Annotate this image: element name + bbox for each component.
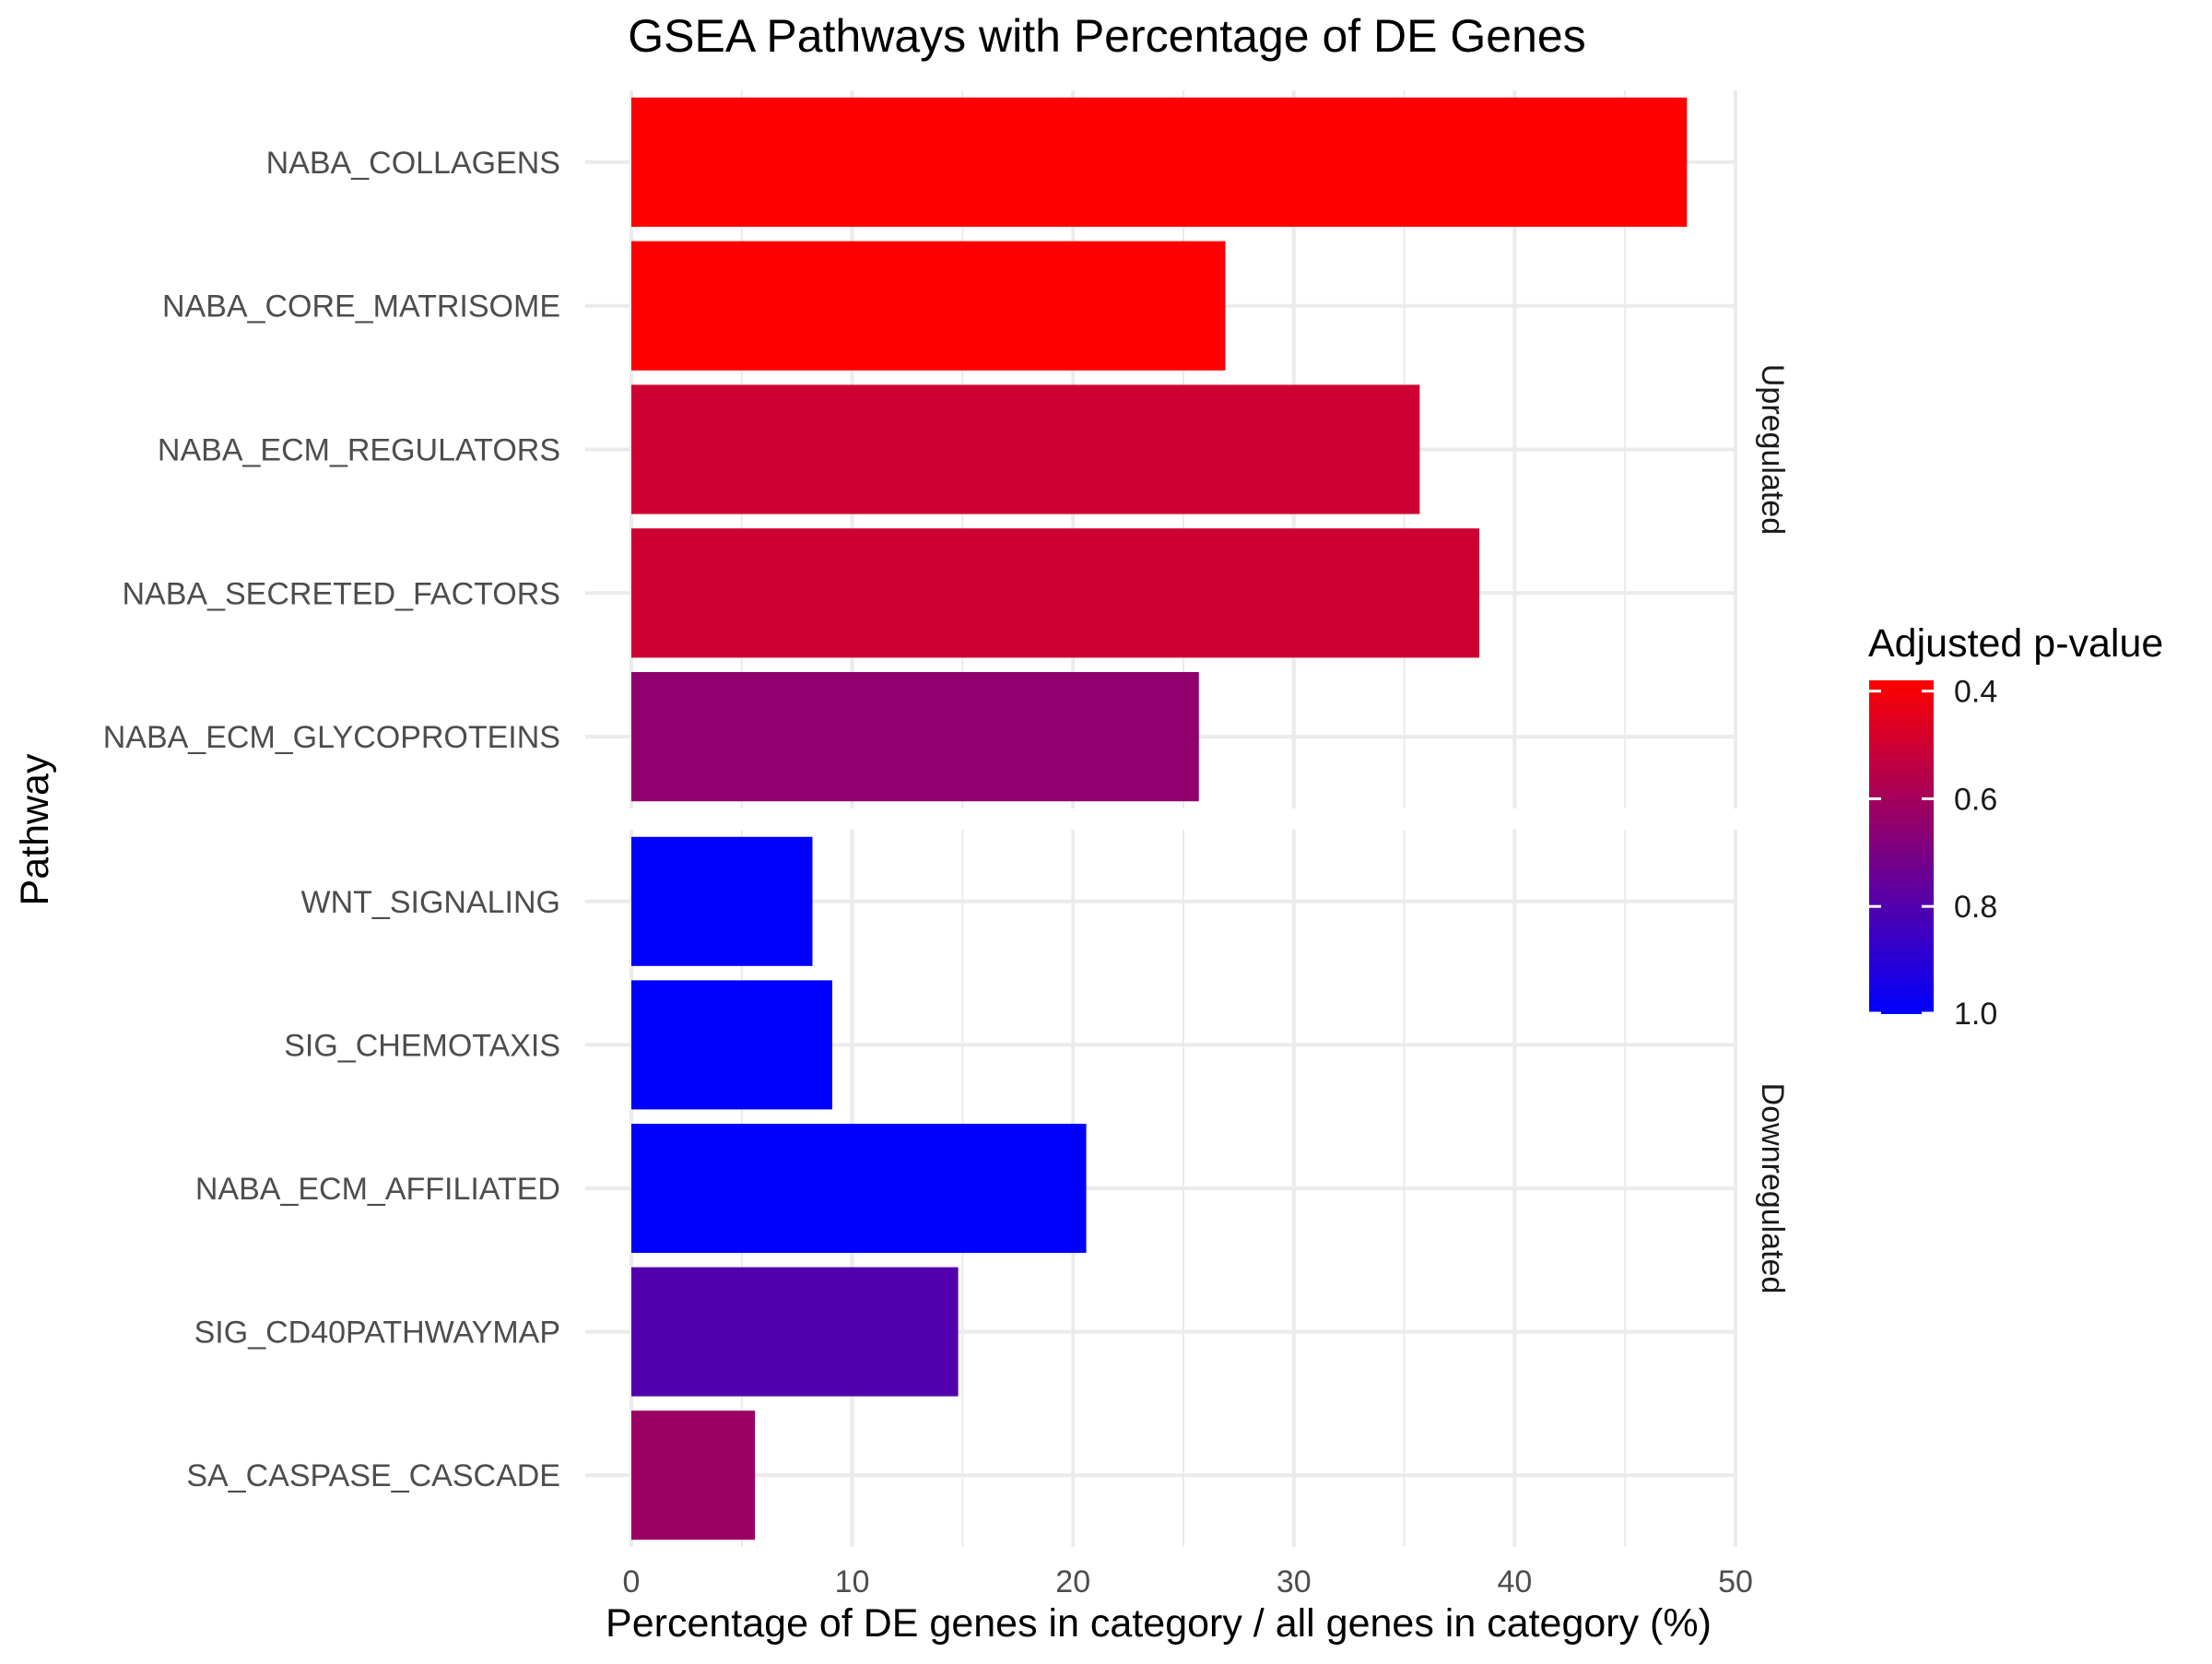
x-axis-title: Percentage of DE genes in category / all… <box>606 1601 1712 1646</box>
bar <box>631 1123 1087 1254</box>
y-tick-label: NABA_ECM_GLYCOPROTEINS <box>103 720 560 755</box>
y-tick-label: NABA_COLLAGENS <box>266 146 560 181</box>
x-tick-label: 0 <box>623 1564 641 1599</box>
facet-strips: Upregulated Downregulated <box>1755 364 1790 1293</box>
x-tick-label: 50 <box>1718 1564 1753 1599</box>
chart-title: GSEA Pathways with Percentage of DE Gene… <box>628 10 1585 62</box>
y-axis-labels: NABA_COLLAGENS NABA_CORE_MATRISOME NABA_EC… <box>103 146 560 1493</box>
y-tick-label: NABA_CORE_MATRISOME <box>162 289 560 325</box>
bar <box>631 836 813 966</box>
legend-tick-label: 0.4 <box>1954 675 1997 710</box>
y-tick-label: NABA_ECM_AFFILIATED <box>195 1172 560 1207</box>
bar <box>631 1267 959 1397</box>
legend-title: Adjusted p-value <box>1868 621 2163 666</box>
x-tick-label: 10 <box>835 1564 870 1599</box>
bar <box>631 528 1480 658</box>
y-tick-label: WNT_SIGNALING <box>301 885 560 920</box>
bar <box>631 1410 756 1540</box>
legend-colorbar <box>1869 680 1934 1014</box>
facet-strip-label: Upregulated <box>1755 364 1790 535</box>
y-axis-title: Pathway <box>13 753 57 905</box>
bar <box>631 97 1688 228</box>
x-tick-label: 20 <box>1055 1564 1090 1599</box>
x-tick-label: 30 <box>1277 1564 1312 1599</box>
y-tick-label: NABA_ECM_REGULATORS <box>158 433 560 468</box>
y-tick-label: SIG_CHEMOTAXIS <box>284 1028 560 1063</box>
bar <box>631 241 1226 371</box>
y-tick-label: SIG_CD40PATHWAYMAP <box>194 1316 560 1351</box>
y-tick-label: SA_CASPASE_CASCADE <box>186 1458 560 1493</box>
bar <box>631 980 833 1110</box>
legend-tick-label: 0.8 <box>1954 890 1997 925</box>
legend-tick-label: 0.6 <box>1954 782 1997 817</box>
bars-layer <box>631 97 1688 1540</box>
bar <box>631 671 1199 802</box>
x-axis-labels: 0 10 20 30 40 50 <box>623 1564 1753 1599</box>
legend-tick-label: 1.0 <box>1954 997 1997 1032</box>
facet-strip-label: Downregulated <box>1755 1083 1790 1294</box>
y-tick-label: NABA_SECRETED_FACTORS <box>122 576 560 611</box>
bar <box>631 384 1420 514</box>
color-legend: Adjusted p-value 0.4 0.6 0.8 1.0 <box>1868 621 2163 1032</box>
x-tick-label: 40 <box>1497 1564 1532 1599</box>
